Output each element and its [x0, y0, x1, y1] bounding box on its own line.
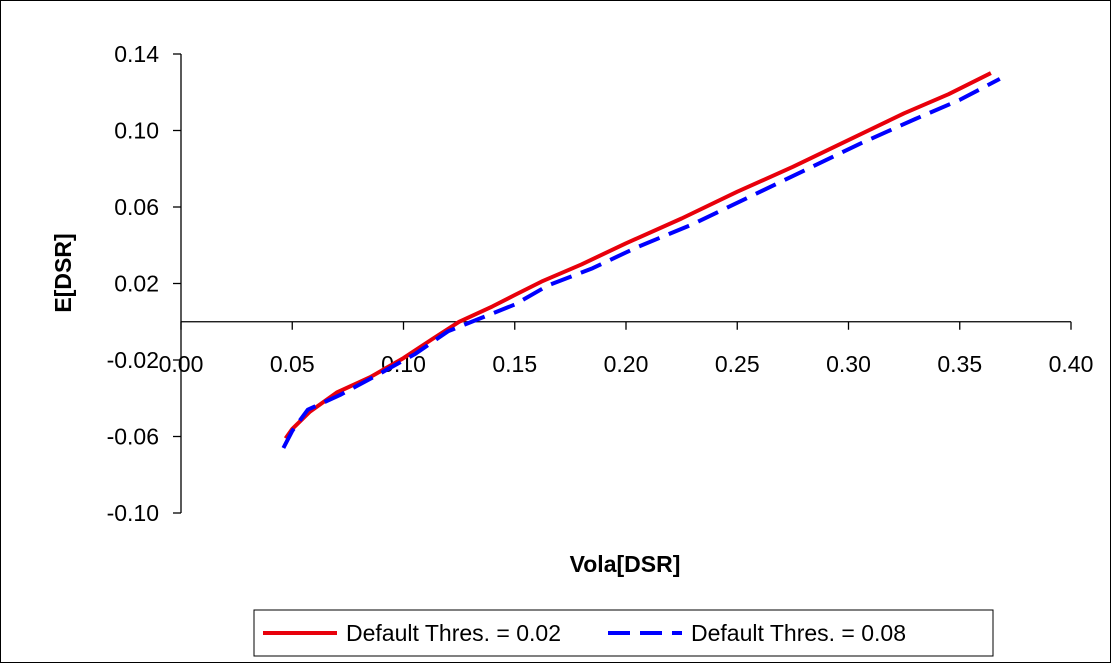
legend-label-series-1: Default Thres. = 0.02	[346, 620, 561, 646]
x-tick-label: 0.00	[159, 351, 204, 377]
x-tick-label: 0.05	[270, 351, 315, 377]
x-tick-label: 0.10	[381, 351, 426, 377]
x-tick-label: 0.30	[826, 351, 871, 377]
series-line-1	[283, 71, 992, 440]
series-layer	[281, 71, 1001, 449]
x-axis-ticks: 0.00 0.05 0.10 0.15 0.20 0.25 0.30 0.35 0.40	[159, 321, 1094, 377]
x-tick-label: 0.40	[1049, 351, 1094, 377]
y-tick-label: -0.06	[107, 424, 159, 450]
legend: Default Thres. = 0.02 Default Thres. = 0…	[253, 609, 994, 657]
x-tick-label: 0.25	[715, 351, 760, 377]
x-tick-label: 0.20	[604, 351, 649, 377]
x-tick-label: 0.35	[937, 351, 982, 377]
y-tick-label: -0.10	[107, 500, 159, 526]
y-tick-label: 0.06	[114, 194, 159, 220]
x-tick-label: 0.15	[492, 351, 537, 377]
legend-label-series-2: Default Thres. = 0.08	[691, 620, 906, 646]
series-line-2	[281, 77, 1001, 449]
y-axis-title: E[DSR]	[50, 233, 76, 312]
x-axis-title: Vola[DSR]	[570, 551, 681, 577]
y-axis-ticks: 0.14 0.10 0.06 0.02 -0.02 -0.06 -0.10	[107, 41, 181, 526]
y-tick-label: 0.02	[114, 271, 159, 297]
y-tick-label: -0.02	[107, 347, 159, 373]
y-tick-label: 0.10	[114, 118, 159, 144]
y-tick-label: 0.14	[114, 41, 159, 67]
axes: 0.00 0.05 0.10 0.15 0.20 0.25 0.30 0.35 0.40 0.1…	[107, 41, 1094, 526]
